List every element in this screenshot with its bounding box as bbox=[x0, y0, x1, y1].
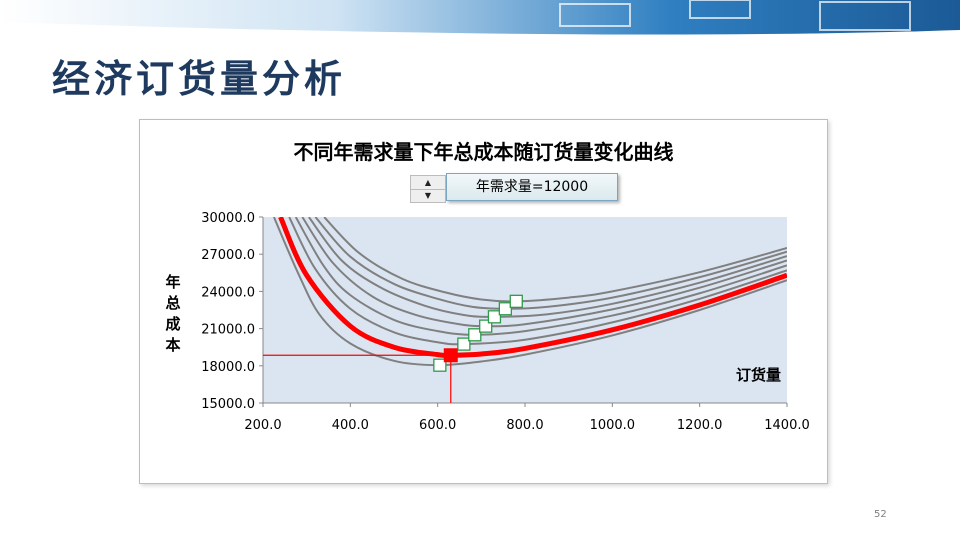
x-tick-label: 600.0 bbox=[419, 418, 456, 433]
y-axis-label: 年总成本 bbox=[164, 272, 182, 356]
spinner-up-button[interactable]: ▲ bbox=[411, 176, 445, 190]
x-tick-label: 1200.0 bbox=[677, 418, 723, 433]
spinner-down-button[interactable]: ▼ bbox=[424, 191, 432, 200]
header-banner bbox=[0, 0, 960, 39]
optimum-marker bbox=[457, 337, 471, 351]
x-tick-label: 400.0 bbox=[332, 418, 369, 433]
selected-optimum-marker bbox=[443, 348, 458, 363]
y-tick-label: 18000.0 bbox=[201, 360, 255, 375]
cost-chart: 15000.0 18000.0 21000.0 24000.0 27000.0 30000… bbox=[201, 211, 810, 433]
y-tick-label: 27000.0 bbox=[201, 248, 255, 263]
series-line bbox=[323, 217, 787, 303]
y-tick-label: 30000.0 bbox=[201, 211, 255, 226]
series-line bbox=[308, 217, 787, 318]
y-tick-label: 15000.0 bbox=[201, 397, 255, 412]
demand-display: 年需求量=12000 bbox=[446, 173, 618, 201]
series-line bbox=[272, 217, 787, 367]
x-axis-label: 订货量 bbox=[736, 366, 781, 384]
chart-frame: 不同年需求量下年总成本随订货量变化曲线 ▲ ▼ 年需求量=12000 年总成本 … bbox=[139, 119, 828, 484]
x-tick-label: 200.0 bbox=[244, 418, 281, 433]
y-tick-label: 24000.0 bbox=[201, 285, 255, 300]
optimum-marker bbox=[509, 294, 523, 308]
demand-spinner[interactable]: ▲ ▼ bbox=[410, 175, 446, 203]
slide-title: 经济订货量分析 bbox=[52, 56, 347, 101]
y-axis-label-text: 年总成本 bbox=[165, 273, 181, 354]
chart-title: 不同年需求量下年总成本随订货量变化曲线 bbox=[293, 140, 674, 164]
page-number: 52 bbox=[874, 509, 887, 520]
optimum-marker bbox=[487, 310, 502, 324]
plot-area bbox=[263, 217, 787, 403]
x-tick-label: 1000.0 bbox=[590, 418, 636, 433]
x-tick-label: 1400.0 bbox=[764, 418, 810, 433]
optimum-marker bbox=[468, 328, 482, 342]
optimum-marker bbox=[498, 302, 513, 316]
optimum-marker bbox=[433, 358, 447, 372]
y-tick-label: 21000.0 bbox=[201, 323, 255, 338]
x-tick-label: 800.0 bbox=[506, 418, 543, 433]
